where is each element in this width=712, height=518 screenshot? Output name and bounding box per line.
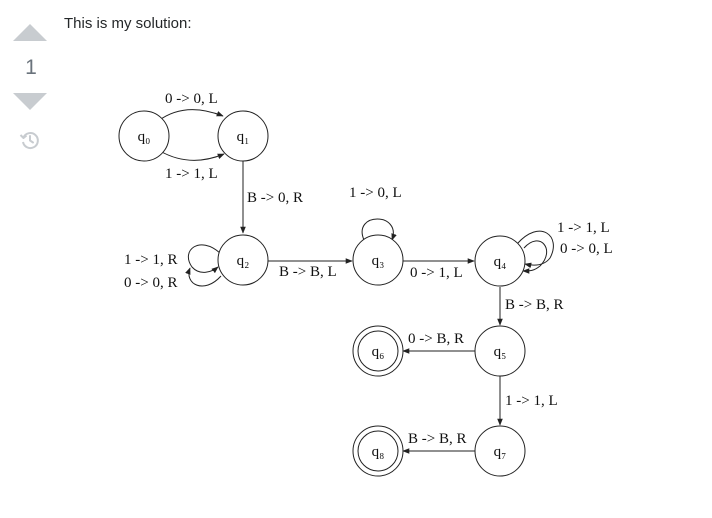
edge-q3-self	[361, 218, 397, 241]
state-q3-label: q₃	[372, 253, 385, 269]
label-q2-q3: B -> B, L	[279, 264, 337, 280]
label-q5-q6: 0 -> B, R	[408, 331, 464, 347]
label-q0-q1-bottom: 1 -> 1, L	[165, 166, 218, 182]
edge-q2-self-2	[185, 267, 222, 287]
state-q8-label: q₈	[372, 444, 385, 460]
state-q2: q₂	[217, 234, 269, 286]
post-text: This is my solution:	[64, 15, 192, 32]
state-q7: q₇	[474, 425, 526, 477]
edge-q4-self-1	[516, 230, 554, 269]
vote-count: 1	[25, 56, 37, 79]
state-q4-label: q₄	[494, 254, 507, 270]
downvote-button[interactable]	[13, 92, 47, 110]
label-q4-q5: B -> B, R	[505, 297, 563, 313]
label-q3-q4: 0 -> 1, L	[410, 265, 463, 281]
label-q4-self-1: 1 -> 1, L	[557, 220, 610, 236]
state-q4: q₄	[474, 235, 526, 287]
label-q0-q1-top: 0 -> 0, L	[165, 91, 218, 107]
state-q7-label: q₇	[494, 444, 507, 460]
state-q0: q₀	[118, 110, 170, 162]
state-q1: q₁	[217, 110, 269, 162]
state-q1-label: q₁	[237, 129, 250, 145]
label-q5-q7: 1 -> 1, L	[505, 393, 558, 409]
state-q6-label: q₆	[372, 344, 385, 360]
vote-column: 1	[0, 0, 62, 180]
label-q4-self-2: 0 -> 0, L	[560, 241, 613, 257]
state-q0-label: q₀	[138, 129, 151, 145]
edge-q2-self-1	[187, 244, 221, 274]
history-icon	[19, 132, 39, 149]
label-q3-self: 1 -> 0, L	[349, 185, 402, 201]
label-q7-q8: B -> B, R	[408, 431, 466, 447]
edge-q4-self-2	[522, 240, 548, 274]
label-q2-self-2: 0 -> 0, R	[124, 275, 177, 291]
triangle-down-icon	[13, 93, 47, 110]
edge-q0-q1-top	[157, 109, 224, 122]
label-q2-self-1: 1 -> 1, R	[124, 252, 177, 268]
state-q3: q₃	[352, 234, 404, 286]
state-q2-label: q₂	[237, 253, 250, 269]
state-q5: q₅	[474, 325, 526, 377]
label-q1-q2: B -> 0, R	[247, 190, 303, 206]
upvote-button[interactable]	[13, 24, 47, 42]
state-q5-label: q₅	[494, 344, 507, 360]
state-q6-final: q₆	[352, 325, 404, 377]
edge-q0-q1-bottom	[159, 150, 225, 161]
triangle-up-icon	[13, 24, 47, 41]
history-button[interactable]	[19, 129, 41, 151]
state-q8-final: q₈	[352, 425, 404, 477]
